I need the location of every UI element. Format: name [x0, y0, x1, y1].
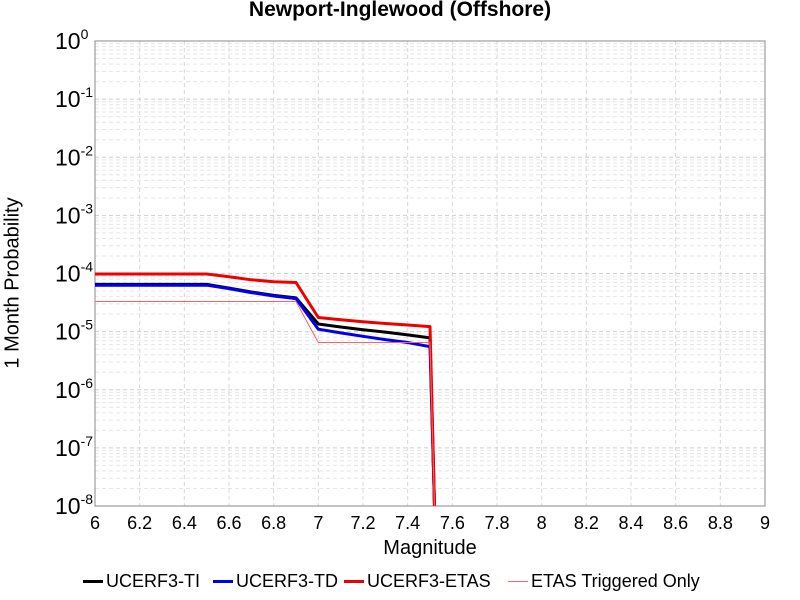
x-tick-label: 7: [313, 513, 323, 533]
x-tick-label: 6.4: [172, 513, 197, 533]
legend-label: ETAS Triggered Only: [531, 570, 700, 591]
x-tick-label: 7.8: [484, 513, 509, 533]
x-tick-label: 6.2: [127, 513, 152, 533]
x-tick-label: 6.6: [216, 513, 241, 533]
x-tick-label: 7.4: [395, 513, 420, 533]
tick-labels: 6 6.2 6.4 6.6 6.8 7 7.2 7.4 7.6 7.8 8 8.2 8.4 8.6 8.8 9…: [55, 26, 770, 533]
x-tick-label: 8.4: [618, 513, 643, 533]
legend-swatch: [83, 579, 103, 583]
legend-label: UCERF3-TI: [106, 570, 200, 591]
y-tick-label: 10-6: [55, 375, 93, 403]
x-tick-label: 7.2: [350, 513, 375, 533]
x-tick-label: 7.6: [440, 513, 465, 533]
x-tick-label: 9: [760, 513, 770, 533]
series-line: [95, 283, 436, 507]
chart-title: Newport-Inglewood (Offshore): [248, 0, 552, 21]
series-lines: [95, 272, 436, 507]
y-tick-label: 10-7: [55, 433, 93, 461]
legend-item: ETAS Triggered Only: [508, 568, 700, 594]
series-line: [95, 301, 435, 507]
legend-label: UCERF3-ETAS: [367, 570, 491, 591]
y-tick-label: 10-8: [55, 491, 93, 519]
grid-lines: [94, 41, 766, 507]
x-tick-label: 8.6: [663, 513, 688, 533]
series-line: [95, 272, 436, 507]
x-tick-label: 8.8: [708, 513, 733, 533]
legend-item: UCERF3-TI: [83, 568, 200, 594]
y-tick-label: 100: [55, 26, 89, 54]
legend-swatch: [508, 580, 528, 582]
y-tick-label: 10-3: [55, 200, 93, 228]
legend-swatch: [213, 579, 233, 583]
legend-swatch: [344, 579, 364, 583]
x-tick-label: 8.2: [574, 513, 599, 533]
x-tick-label: 6: [90, 513, 100, 533]
y-tick-label: 10-5: [55, 317, 93, 345]
y-tick-label: 10-1: [55, 84, 93, 112]
y-tick-label: 10-4: [55, 259, 93, 287]
x-axis-label: Magnitude: [383, 537, 477, 559]
y-tick-label: 10-2: [55, 142, 93, 170]
x-tick-label: 6.8: [261, 513, 286, 533]
legend: UCERF3-TI UCERF3-TD UCERF3-ETAS ETAS Trigge…: [0, 568, 800, 594]
legend-label: UCERF3-TD: [236, 570, 338, 591]
legend-item: UCERF3-TD: [213, 568, 338, 594]
legend-item: UCERF3-ETAS: [344, 568, 491, 594]
x-tick-label: 8: [537, 513, 547, 533]
